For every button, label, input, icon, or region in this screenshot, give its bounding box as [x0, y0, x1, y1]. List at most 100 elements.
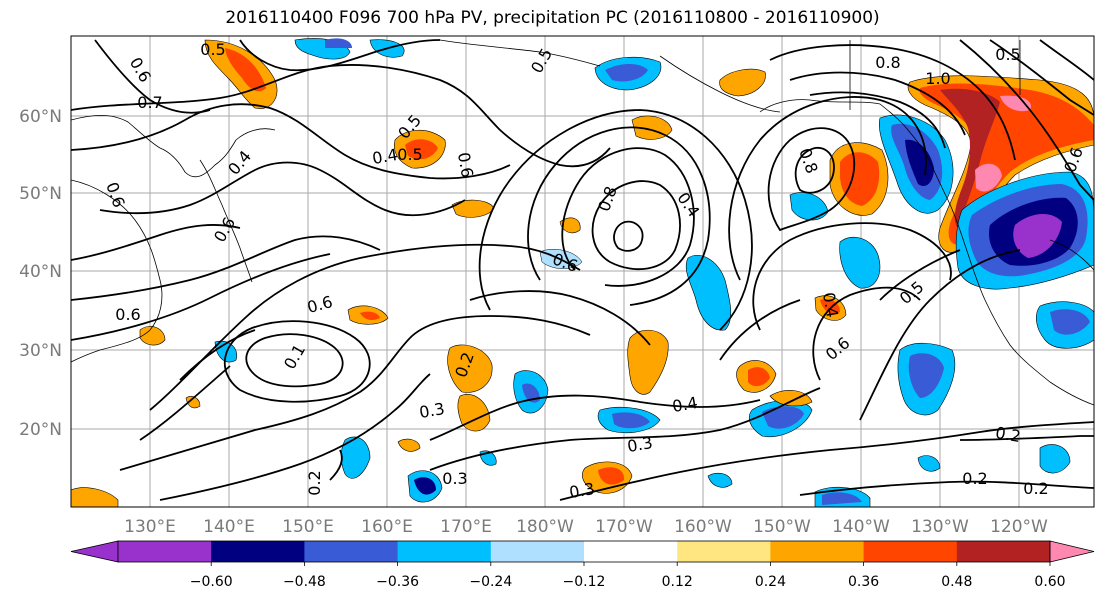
contour-label: 1.0 — [925, 69, 950, 88]
lon-tick-label: 180°W — [516, 517, 574, 537]
precip-blob — [905, 139, 934, 187]
latitude-tick-labels: 60°N 50°N 40°N 30°N 20°N — [19, 107, 62, 440]
colorbar-tick-label: 0.12 — [662, 574, 693, 590]
contour-label: 0.5 — [200, 40, 225, 59]
plot-frame — [70, 35, 1095, 508]
colorbar-segment — [956, 541, 1051, 562]
lon-tick-label: 150°E — [282, 517, 334, 537]
contour-label: 0.6 — [210, 214, 239, 246]
contour-label: 0.4 — [371, 145, 399, 168]
contour-label: 0.8 — [795, 146, 822, 176]
precip-blob — [360, 311, 380, 321]
contour-label: 0.5 — [527, 45, 556, 77]
contour-label: 0.5 — [397, 145, 422, 164]
precip-blob — [1013, 214, 1062, 258]
contour-label: 0.2 — [962, 469, 987, 488]
contour-label: 0.6 — [822, 333, 854, 364]
contour-label: 0.7 — [137, 93, 162, 112]
colorbar-segment — [304, 541, 399, 562]
longitude-tick-labels: 130°E 140°E 150°E 160°E 170°E 180°W 170°W 160°W… — [124, 517, 1048, 537]
precip-blob — [225, 48, 266, 92]
contour-label: 0.4 — [671, 393, 699, 416]
lat-tick-label: 30°N — [19, 341, 62, 361]
contour-label: 0.8 — [875, 53, 900, 72]
colorbar-segment — [490, 541, 585, 562]
precip-blob — [522, 383, 540, 403]
precip-blob — [627, 329, 669, 395]
contour-label: 0.5 — [995, 45, 1020, 64]
precip-blob — [789, 192, 829, 221]
contour-label: 0.6 — [454, 151, 477, 179]
contour-label: 0.6 — [115, 305, 140, 324]
precip-blob — [940, 88, 1000, 229]
colorbar-tick-label: −0.12 — [563, 574, 606, 590]
lon-tick-label: 140°E — [203, 517, 255, 537]
contour-label: 0.2 — [1023, 479, 1048, 498]
lon-tick-label: 160°W — [674, 517, 732, 537]
lon-tick-label: 170°E — [440, 517, 492, 537]
lon-tick-label: 120°W — [990, 517, 1048, 537]
precip-blob — [1000, 95, 1031, 112]
colorbar-segment — [584, 541, 678, 562]
lon-tick-label: 160°E — [361, 517, 413, 537]
precip-blob — [719, 68, 766, 97]
colorbar: −0.60 −0.48 −0.36 −0.24 −0.12 0.12 0.24 0.36 0.4… — [70, 540, 1095, 590]
colorbar-tick-label: 0.60 — [1034, 574, 1065, 590]
contour-label: 0.3 — [626, 433, 654, 456]
precip-blob — [1039, 444, 1071, 474]
contour-label: 0.6 — [102, 180, 129, 210]
precip-blob — [397, 438, 421, 452]
precip-blob — [748, 367, 770, 387]
colorbar-segment — [118, 541, 212, 562]
colorbar-tick-label: −0.48 — [283, 574, 326, 590]
colorbar-extend-low — [70, 540, 119, 563]
contour-label: 0.6 — [305, 292, 335, 317]
contour-label: 0.4 — [673, 189, 703, 221]
precip-blob — [1050, 309, 1090, 335]
precip-blob — [414, 477, 436, 495]
precip-blob — [612, 412, 650, 429]
lon-tick-label: 130°W — [911, 517, 969, 537]
colorbar-segment — [770, 541, 865, 562]
colorbar-segment — [863, 541, 958, 562]
precip-blob — [139, 326, 166, 346]
precip-blob — [840, 152, 880, 206]
colorbar-tick-label: −0.24 — [469, 574, 512, 590]
contour-label: 0.2 — [994, 423, 1022, 446]
precip-blob — [908, 353, 944, 398]
lon-tick-label: 150°W — [753, 517, 811, 537]
precip-blob — [769, 390, 813, 407]
lat-tick-label: 50°N — [19, 184, 62, 204]
colorbar-segment — [677, 541, 771, 562]
precip-shading — [71, 38, 1094, 507]
map-title: 2016110400 F096 700 hPa PV, precipitatio… — [225, 8, 880, 28]
colorbar-tick-label: 0.36 — [848, 574, 879, 590]
colorbar-tick-label: −0.36 — [376, 574, 419, 590]
precip-blob — [975, 163, 1002, 192]
precip-blob — [405, 139, 438, 160]
colorbar-extend-high — [1049, 540, 1095, 563]
lon-tick-label: 140°W — [832, 517, 890, 537]
precip-blob — [325, 38, 352, 48]
contour-label: 0.6 — [126, 54, 155, 86]
precip-blob — [839, 236, 881, 289]
contour-label: 0.4 — [819, 291, 842, 319]
precip-blob — [762, 406, 804, 429]
contour-label: 0.6 — [550, 249, 580, 276]
colorbar-tick-label: 0.48 — [941, 574, 972, 590]
precip-blob — [71, 487, 119, 507]
precip-blob — [822, 492, 862, 505]
lat-tick-label: 20°N — [19, 420, 62, 440]
precip-blob — [451, 199, 495, 218]
precip-blob — [457, 394, 491, 432]
contour-label: 0.1 — [280, 341, 309, 373]
coastlines — [71, 39, 1094, 406]
contour-label: 0.3 — [568, 479, 596, 502]
pv-contours — [71, 39, 1094, 501]
precip-blob — [447, 344, 493, 393]
contour-label: 0.3 — [418, 399, 446, 422]
precip-blob — [185, 396, 201, 409]
precip-blob — [685, 254, 732, 331]
plot-area: 0.50.60.70.60.4 0.50.50.60.50.60.80.40.80… — [71, 36, 1094, 507]
